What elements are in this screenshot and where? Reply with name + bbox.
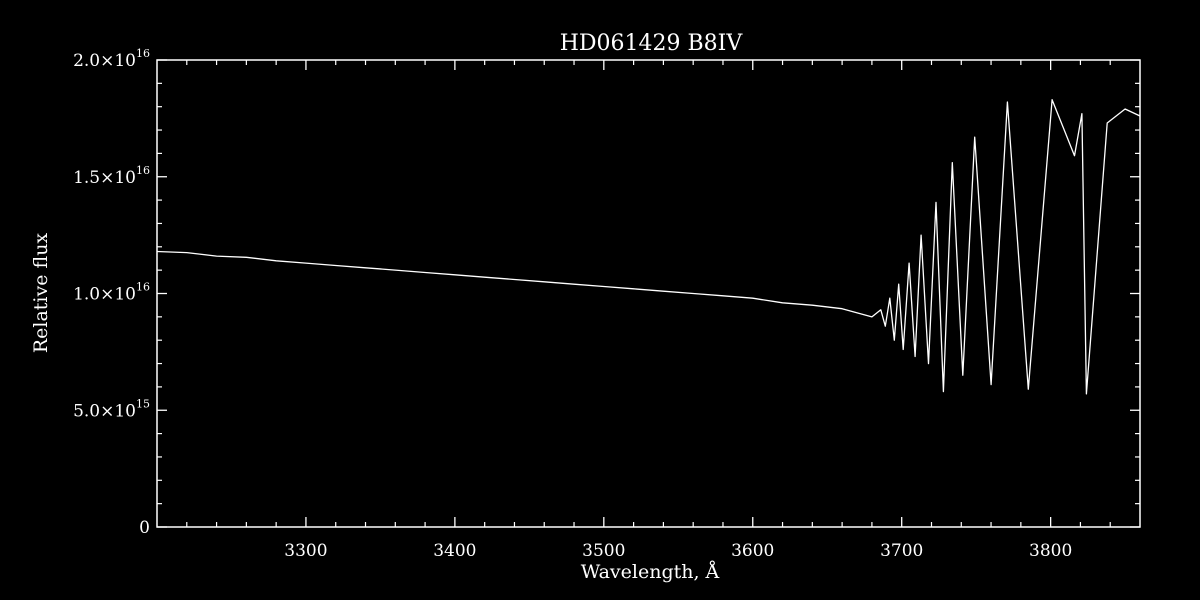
- y-tick-label: 1.0×1016: [73, 281, 150, 305]
- x-tick-label: 3800: [1029, 541, 1072, 561]
- x-axis: 3300 3400 3500 3600 3700 3800: [284, 60, 1072, 561]
- x-axis-label: Wavelength, Å: [581, 561, 720, 583]
- x-tick-label: 3300: [284, 541, 327, 561]
- y-axis-label: Relative flux: [30, 233, 52, 354]
- y-tick-label: 1.5×1016: [73, 164, 150, 188]
- minor-ticks: [157, 60, 1140, 527]
- x-tick-label: 3500: [582, 541, 625, 561]
- y-tick-label: 2.0×1016: [73, 47, 150, 71]
- y-tick-label: 0: [139, 518, 150, 538]
- chart-title: HD061429 B8IV: [560, 31, 744, 56]
- spectrum-line: [156, 99, 1141, 395]
- y-axis: 0 5.0×1015 1.0×1016 1.5×1016 2.0×1016: [73, 47, 1140, 538]
- x-tick-label: 3400: [433, 541, 476, 561]
- x-tick-label: 3600: [731, 541, 774, 561]
- plot-frame: [156, 59, 1141, 528]
- y-tick-label: 5.0×1015: [73, 397, 150, 421]
- x-tick-label: 3700: [880, 541, 923, 561]
